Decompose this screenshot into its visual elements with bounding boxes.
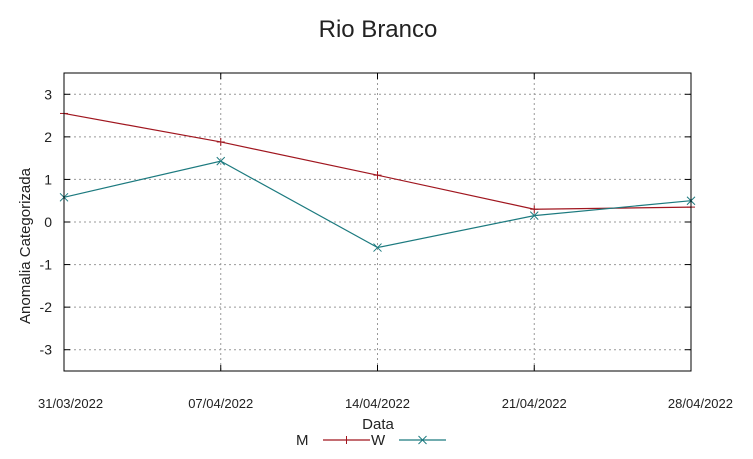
y-tick-label: 1 xyxy=(44,171,52,187)
series-layer xyxy=(59,109,696,252)
plus-marker xyxy=(216,137,225,146)
y-tick-label: -1 xyxy=(40,257,53,273)
marker-stroke xyxy=(216,156,226,166)
y-tick-label: -2 xyxy=(40,299,53,315)
plot-frame xyxy=(63,72,692,372)
x-tick-label: 31/03/2022 xyxy=(38,396,103,411)
cross-marker xyxy=(418,435,427,445)
marker-stroke xyxy=(418,435,427,445)
x-tick-label: 07/04/2022 xyxy=(188,396,253,411)
marker-stroke xyxy=(529,211,539,220)
x-tick-label: 14/04/2022 xyxy=(345,396,410,411)
plus-marker xyxy=(342,436,351,444)
grid-lines xyxy=(63,73,692,371)
x-axis-label: Data xyxy=(362,416,394,433)
plus-marker xyxy=(373,171,382,180)
plus-marker xyxy=(530,205,539,214)
legend-label: M xyxy=(296,432,309,449)
chart-title: Rio Branco xyxy=(319,16,438,43)
y-tick-label: -3 xyxy=(40,342,53,358)
cross-marker xyxy=(216,156,226,166)
x-tick-label: 21/04/2022 xyxy=(502,396,567,411)
cross-marker xyxy=(373,243,382,252)
series-m xyxy=(60,109,695,214)
legend-label: W xyxy=(371,432,386,449)
marker-stroke xyxy=(373,243,382,252)
x-tick-labels: 31/03/2022 07/04/2022 14/04/2022 21/04/2022… xyxy=(38,396,733,411)
y-tick-label: 0 xyxy=(44,214,52,230)
y-tick-label: 2 xyxy=(44,129,52,145)
y-tick-label: 3 xyxy=(44,86,52,102)
legend-item-m: M xyxy=(296,432,370,449)
y-tick-labels: 3 2 1 0 -1 -2 -3 xyxy=(40,86,53,357)
cross-marker xyxy=(529,211,539,220)
y-axis-label: Anomalia Categorizada xyxy=(17,167,34,324)
x-tick-label: 28/04/2022 xyxy=(668,396,733,411)
series-w xyxy=(59,156,696,252)
legend-item-w: W xyxy=(371,432,446,449)
